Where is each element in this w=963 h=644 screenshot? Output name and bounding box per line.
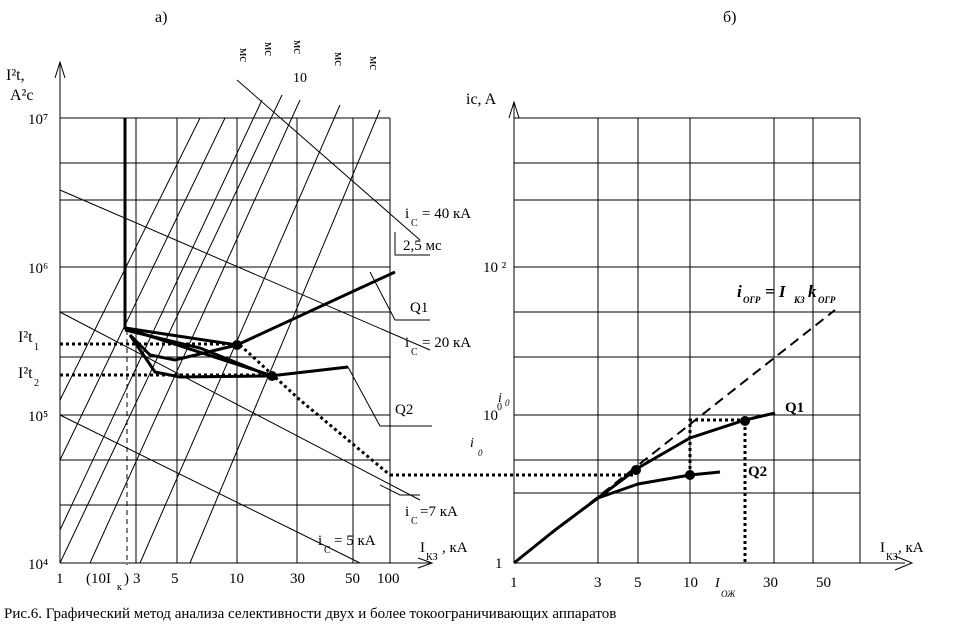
panel-a-y-label-1: I²t, xyxy=(6,67,25,84)
panel-b-x-label: I xyxy=(880,540,885,556)
panel-b-y-tick-100: 10 ² xyxy=(483,260,507,276)
top-ms-2: мс xyxy=(262,42,277,56)
panel-a-y-arrow xyxy=(54,60,66,79)
formula-i: i xyxy=(737,282,742,301)
panel-b-x-arrow xyxy=(894,555,914,571)
ic40-value: = 40 кА xyxy=(422,206,471,222)
ic20-i: i xyxy=(405,335,409,351)
q1-curve-a xyxy=(123,118,396,347)
ic5-sub: C xyxy=(324,545,331,556)
panel-b-i0: i xyxy=(470,436,474,451)
panel-b-cross-point xyxy=(631,465,641,475)
ic40-sub: C xyxy=(411,218,418,229)
panel-b-x-tick-30: 30 xyxy=(763,575,778,591)
q2-leader xyxy=(347,366,432,427)
i2t1-sub: 1 xyxy=(34,342,39,353)
time-leader xyxy=(394,232,430,256)
panel-b-y-label: ic, A xyxy=(466,91,497,108)
panel-a-curves xyxy=(123,118,396,381)
panel-a-x-tick-3: 3 xyxy=(133,571,141,587)
panel-a-x-tick-10ik-sub: к xyxy=(117,582,122,593)
panel-a-q2-label: Q2 xyxy=(395,402,413,418)
ic20-sub: C xyxy=(411,347,418,358)
ic40-i: i xyxy=(405,206,409,222)
top-ms-4: мс xyxy=(332,52,347,66)
panel-b-q2-label: Q2 xyxy=(748,464,767,480)
panel-b-q1-curve xyxy=(513,411,776,565)
panel-a-y-tick-0: 10⁷ xyxy=(28,112,48,128)
panel-a-x-tick-50: 50 xyxy=(345,571,360,587)
i2t1-label: I²t xyxy=(18,329,33,346)
ic7-i: i xyxy=(405,504,409,520)
panel-a-time-lines xyxy=(59,94,381,564)
top-ms-3: мс xyxy=(291,40,306,54)
ic7-sub: C xyxy=(411,516,418,527)
panel-a-x-tick-100: 100 xyxy=(377,571,400,587)
time-2-5-label: 2,5 мс xyxy=(403,238,442,254)
panel-b-q1-label: Q1 xyxy=(785,400,804,416)
panel-b-y-tick-1: 1 xyxy=(495,556,503,572)
panel-a-x-arrow xyxy=(417,557,434,569)
ic20-value: = 20 кА xyxy=(422,335,471,351)
formula-eq: = I xyxy=(765,282,787,301)
panel-a-x-tick-30: 30 xyxy=(290,571,305,587)
panel-a-y-label-2: A²c xyxy=(10,87,33,104)
panel-b-y-arrow xyxy=(508,100,520,119)
panel-b-x-tick-1: 1 xyxy=(510,575,518,591)
i2t2-sub: 2 xyxy=(34,378,39,389)
top-ms-1: мс xyxy=(237,48,252,62)
figure-caption: Рис.6. Графический метод анализа селекти… xyxy=(4,606,616,622)
panel-a-x-tick-10: 10 xyxy=(229,571,244,587)
panel-b-i0-upper: i xyxy=(498,391,502,406)
panel-a-label: а) xyxy=(155,9,167,26)
panel-b-x-tick-50: 50 xyxy=(816,575,831,591)
i-ogr-formula: i ОГР = I КЗ k ОГР xyxy=(737,282,836,305)
panel-a: а) I²t, A²c 10⁷ 10⁶ 10⁵ 10⁴ 1 (10I к ) 3… xyxy=(6,9,635,593)
panel-a-x-tick-10ik-close: ) xyxy=(124,571,129,587)
panel-b-x-label-sub: КЗ xyxy=(886,552,898,563)
panel-a-y-tick-3: 10⁴ xyxy=(28,557,48,573)
top-10: 10 xyxy=(293,71,307,86)
panel-a-x-label-unit: , кА xyxy=(442,540,468,556)
panel-b-x-tick-10: 10 xyxy=(683,575,698,591)
ic5-i: i xyxy=(318,533,322,549)
panel-a-y-tick-1: 10⁶ xyxy=(28,261,48,277)
panel-b-q1-guide xyxy=(688,418,745,475)
q2-upper xyxy=(124,328,271,378)
ic5-value: = 5 кА xyxy=(334,533,376,549)
panel-a-x-label: I xyxy=(420,540,425,556)
panel-a-x-tick-5: 5 xyxy=(171,571,179,587)
panel-b-y-tick-10-sup: 0 xyxy=(497,402,502,413)
panel-b: б) ic, A 10 ² 10 0 1 i 0 i 0 1 3 5 10 30… xyxy=(466,9,924,599)
panel-b-y-tick-10: 10 xyxy=(483,408,498,424)
panel-b-i0-upper-sub: 0 xyxy=(505,398,510,408)
panel-b-x-tick-3: 3 xyxy=(594,575,602,591)
formula-k: k xyxy=(808,282,817,301)
panel-b-x-label-unit: , кА xyxy=(898,540,924,556)
q1-leader xyxy=(369,271,430,321)
panel-a-x-label-sub: КЗ xyxy=(426,552,438,563)
ic7-value: =7 кА xyxy=(420,504,458,520)
panel-b-iozh: I xyxy=(714,576,721,591)
panel-b-x-tick-5: 5 xyxy=(634,575,642,591)
formula-ikz-sub: КЗ xyxy=(793,295,805,305)
ic-descent-dotted xyxy=(238,343,391,477)
i2t2-label: I²t xyxy=(18,365,33,382)
panel-b-i0-sub: 0 xyxy=(478,448,483,458)
formula-k-sub: ОГР xyxy=(818,295,836,305)
panel-a-x-tick-1: 1 xyxy=(56,571,64,587)
panel-b-q2-curve xyxy=(597,470,721,500)
ic7-leader xyxy=(379,484,420,496)
q2-curve-a xyxy=(128,334,349,379)
panel-a-y-tick-2: 10⁵ xyxy=(28,409,48,425)
panel-b-grid xyxy=(514,117,861,563)
top-ms-5: мс xyxy=(367,56,382,70)
panel-a-x-tick-10ik: (10I xyxy=(86,571,111,587)
panel-b-label: б) xyxy=(723,9,736,26)
panel-b-iozh-sub: ОЖ xyxy=(721,589,736,599)
formula-i-sub: ОГР xyxy=(743,295,761,305)
panel-a-q1-label: Q1 xyxy=(410,300,428,316)
